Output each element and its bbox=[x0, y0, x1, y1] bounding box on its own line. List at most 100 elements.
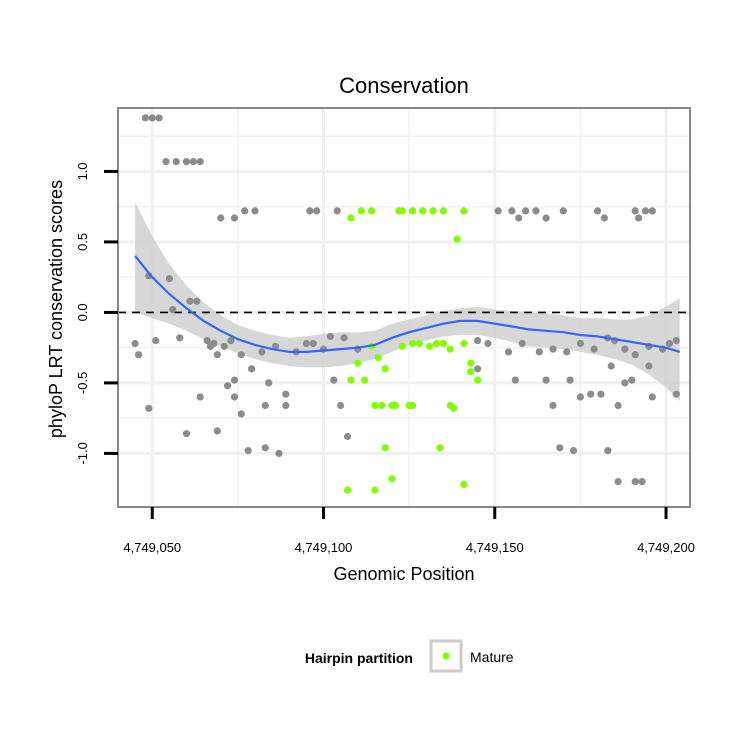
data-point-other bbox=[193, 297, 201, 305]
data-point-other bbox=[672, 337, 680, 345]
panel-background bbox=[118, 108, 690, 507]
data-point-mature bbox=[398, 342, 406, 350]
data-point-other bbox=[241, 207, 249, 215]
data-point-other bbox=[563, 348, 571, 356]
data-point-mature bbox=[460, 339, 468, 348]
data-point-other bbox=[607, 362, 615, 370]
data-point-other bbox=[665, 339, 674, 348]
data-point-other bbox=[621, 345, 629, 353]
x-tick-label: 4,749,200 bbox=[637, 540, 695, 555]
data-point-other bbox=[587, 390, 595, 398]
data-point-mature bbox=[391, 401, 399, 410]
data-point-other bbox=[275, 449, 283, 457]
y-tick-label: 0.0 bbox=[75, 303, 90, 321]
data-point-other bbox=[258, 348, 266, 356]
data-point-other bbox=[237, 351, 245, 359]
data-point-other bbox=[508, 207, 516, 215]
data-point-mature bbox=[347, 214, 355, 222]
data-point-other bbox=[522, 207, 530, 215]
data-point-other bbox=[600, 214, 609, 222]
data-point-other bbox=[176, 334, 184, 342]
data-point-other bbox=[518, 339, 526, 348]
data-point-other bbox=[248, 365, 256, 373]
chart-title: Conservation bbox=[339, 73, 469, 98]
data-point-mature bbox=[446, 345, 454, 353]
data-point-mature bbox=[415, 339, 423, 348]
data-point-other bbox=[172, 158, 180, 166]
data-point-other bbox=[474, 365, 482, 373]
data-point-mature bbox=[436, 444, 444, 452]
y-axis: -1.0 -0.5 0.0 0.5 1.0 bbox=[75, 162, 118, 465]
data-point-other bbox=[261, 444, 269, 452]
data-point-other bbox=[590, 345, 598, 353]
data-point-mature bbox=[371, 486, 379, 494]
data-point-other bbox=[155, 114, 163, 122]
data-point-other bbox=[282, 390, 290, 398]
data-point-other bbox=[196, 393, 204, 401]
data-point-other bbox=[230, 376, 239, 384]
data-point-mature bbox=[453, 235, 461, 243]
x-axis-title: Genomic Position bbox=[333, 564, 474, 584]
data-point-other bbox=[593, 207, 602, 215]
data-point-other bbox=[131, 339, 139, 348]
data-point-other bbox=[542, 376, 550, 384]
data-point-other bbox=[224, 382, 232, 390]
legend-label-mature: Mature bbox=[470, 649, 514, 665]
data-point-other bbox=[648, 207, 656, 215]
data-points bbox=[131, 114, 680, 494]
data-point-other bbox=[227, 337, 235, 345]
legend-title: Hairpin partition bbox=[305, 650, 413, 666]
data-point-mature bbox=[439, 207, 447, 215]
data-point-other bbox=[220, 342, 228, 350]
data-point-mature bbox=[381, 365, 389, 373]
data-point-mature bbox=[378, 401, 386, 410]
data-point-mature bbox=[467, 359, 475, 367]
data-point-other bbox=[614, 478, 622, 486]
data-point-other bbox=[145, 404, 153, 412]
data-point-other bbox=[165, 275, 173, 283]
data-point-other bbox=[309, 339, 317, 348]
data-point-other bbox=[230, 393, 239, 401]
data-point-other bbox=[135, 351, 143, 359]
data-point-other bbox=[569, 447, 578, 455]
data-point-mature bbox=[460, 207, 468, 215]
data-point-other bbox=[343, 432, 352, 441]
data-point-mature bbox=[357, 207, 365, 215]
data-point-other bbox=[604, 447, 612, 455]
data-point-other bbox=[333, 207, 341, 215]
data-point-other bbox=[631, 478, 639, 486]
data-point-other bbox=[189, 158, 197, 166]
data-point-other bbox=[635, 214, 643, 222]
data-point-other bbox=[169, 306, 177, 314]
data-point-mature bbox=[432, 339, 441, 348]
x-tick-label: 4,749,100 bbox=[295, 540, 353, 555]
data-point-other bbox=[330, 376, 338, 384]
data-point-other bbox=[265, 379, 273, 387]
y-tick-label: -1.0 bbox=[75, 442, 90, 464]
data-point-mature bbox=[354, 359, 362, 367]
data-point-other bbox=[182, 430, 191, 438]
data-point-other bbox=[141, 114, 149, 122]
plot-panel bbox=[118, 108, 690, 507]
data-point-mature bbox=[419, 207, 427, 215]
data-point-other bbox=[302, 339, 310, 348]
data-point-other bbox=[535, 348, 543, 356]
data-point-mature bbox=[381, 444, 389, 452]
data-point-mature bbox=[409, 401, 417, 410]
confidence-ribbon-layer bbox=[135, 202, 680, 402]
confidence-ribbon bbox=[135, 202, 680, 402]
data-point-mature bbox=[343, 486, 352, 494]
data-point-mature bbox=[450, 404, 458, 412]
data-point-other bbox=[203, 337, 211, 345]
data-point-other bbox=[559, 207, 567, 215]
data-point-other bbox=[556, 444, 564, 452]
data-point-other bbox=[542, 214, 550, 222]
x-tick-label: 4,749,050 bbox=[123, 540, 181, 555]
data-point-mature bbox=[409, 339, 417, 348]
data-point-mature bbox=[374, 354, 382, 362]
legend-swatch-mature bbox=[442, 652, 450, 660]
data-point-other bbox=[210, 339, 218, 348]
data-point-other bbox=[213, 427, 221, 435]
data-point-other bbox=[494, 207, 502, 215]
data-point-mature bbox=[371, 401, 379, 410]
